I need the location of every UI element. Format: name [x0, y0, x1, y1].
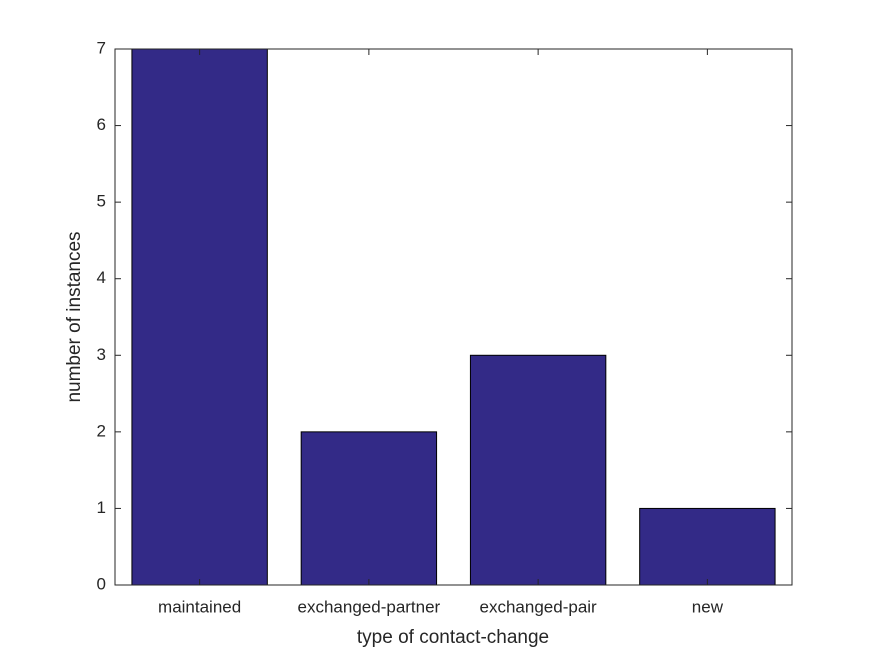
x-tick-label: exchanged-pair	[480, 597, 598, 616]
bar	[131, 48, 268, 586]
x-tick-label: new	[692, 597, 724, 616]
bar	[300, 431, 438, 586]
y-tick-label: 2	[97, 421, 106, 440]
y-tick-label: 3	[97, 345, 106, 364]
x-tick-label: exchanged-partner	[298, 597, 441, 616]
axes-box	[114, 48, 793, 586]
y-tick-label: 0	[97, 574, 106, 593]
x-tick-label: maintained	[158, 597, 241, 616]
x-axis-label: type of contact-change	[357, 627, 549, 648]
bar	[469, 354, 607, 586]
y-tick-label: 1	[97, 498, 106, 517]
bar	[639, 507, 776, 586]
y-axis-label: number of instances	[64, 231, 85, 402]
y-tick-label: 6	[97, 115, 106, 134]
y-tick-label: 4	[97, 268, 106, 287]
y-tick-label: 5	[97, 192, 106, 211]
y-tick-label: 7	[97, 38, 106, 57]
